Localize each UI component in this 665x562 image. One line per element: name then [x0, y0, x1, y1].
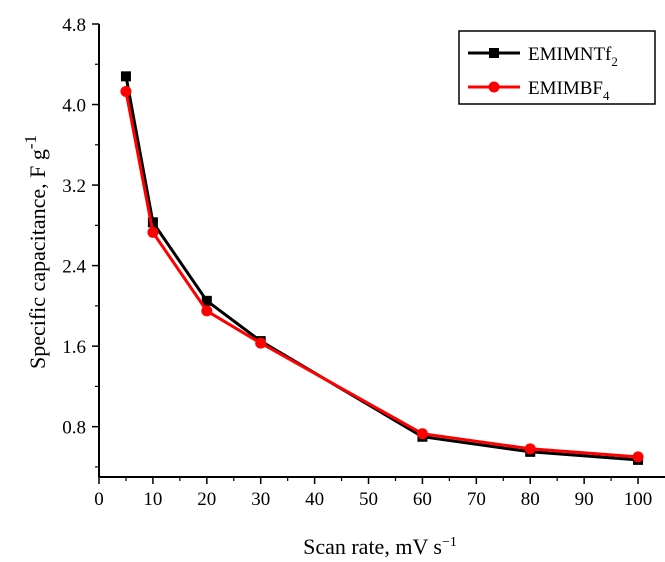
y-tick-label-5: 4.8: [62, 15, 86, 36]
x-axis-title-sup: −1: [442, 535, 457, 550]
legend: EMIMNTf2 EMIMBF4: [458, 30, 656, 105]
x-tick-label-50: 50: [359, 489, 378, 510]
y-ticks: 0.8 1.6 2.4 3.2 4.0 4.8: [62, 15, 99, 468]
data-point-s0-2: [201, 295, 212, 306]
x-axis-title-main: Scan rate, mV s: [303, 534, 442, 559]
x-tick-label-80: 80: [521, 489, 540, 510]
legend-label-emimbf4-main: EMIMBF: [528, 78, 603, 99]
legend-marker-emimntf2: [489, 48, 499, 58]
y-axis-title: Specific capacitance, F g-1: [21, 135, 50, 369]
data-point-s1-4: [416, 428, 428, 440]
series-line-1: [124, 91, 639, 459]
legend-entry-emimntf2: EMIMNTf2: [468, 44, 618, 69]
y-tick-label-2: 2.4: [62, 257, 86, 278]
y-tick-label-3: 3.2: [62, 176, 86, 197]
legend-entry-emimbf4: EMIMBF4: [468, 78, 610, 103]
y-tick-label-4: 4.0: [62, 96, 86, 117]
data-point-s1-3: [255, 337, 267, 349]
data-point-s0-0: [120, 71, 131, 82]
data-point-s1-5: [524, 443, 536, 455]
y-tick-label-0: 0.8: [62, 418, 86, 439]
x-tick-label-20: 20: [197, 489, 216, 510]
legend-label-emimntf2-sub: 2: [611, 54, 618, 69]
legend-label-emimbf4: EMIMBF4: [528, 78, 610, 103]
x-tick-label-40: 40: [305, 489, 324, 510]
data-point-s1-0: [120, 85, 132, 97]
data-point-s1-6: [632, 451, 644, 463]
series-line-0: [124, 76, 639, 462]
x-ticks: 0 10 20 30 40 50 60 70 80 90 100: [94, 477, 652, 510]
x-tick-label-60: 60: [413, 489, 432, 510]
x-tick-label-70: 70: [467, 489, 486, 510]
x-tick-label-0: 0: [94, 489, 104, 510]
data-point-s1-2: [201, 305, 213, 317]
data-point-s0-1: [147, 217, 158, 228]
x-tick-label-10: 10: [143, 489, 162, 510]
x-axis-title: Scan rate, mV s−1: [303, 534, 457, 559]
legend-label-emimntf2: EMIMNTf2: [528, 44, 618, 69]
legend-label-emimntf2-main: EMIMNTf: [528, 44, 612, 65]
legend-label-emimbf4-sub: 4: [603, 88, 610, 103]
y-axis-title-sup: -1: [21, 135, 40, 149]
series-layer: [120, 71, 644, 465]
x-tick-label-90: 90: [575, 489, 594, 510]
x-tick-label-100: 100: [624, 489, 653, 510]
y-axis-title-main: Specific capacitance, F g: [25, 149, 50, 369]
y-tick-label-1: 1.6: [62, 337, 86, 358]
legend-marker-emimbf4: [488, 81, 500, 93]
x-tick-label-30: 30: [251, 489, 270, 510]
data-point-s1-1: [147, 226, 159, 238]
